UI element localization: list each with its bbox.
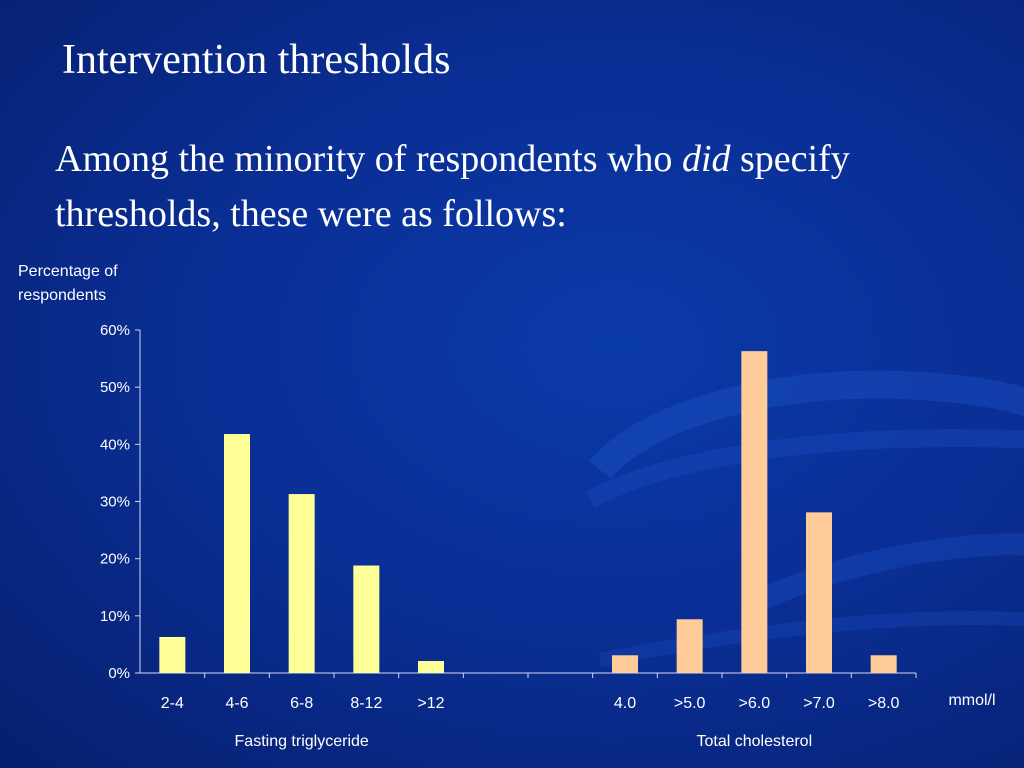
x-tick-label: 2-4 (161, 695, 184, 712)
y-tick-label: 50% (100, 379, 130, 396)
y-tick-label: 40% (100, 436, 130, 453)
bar (418, 660, 444, 673)
group-label: Total cholesterol (697, 733, 813, 750)
bar (353, 565, 380, 673)
x-tick-label: >8.0 (868, 695, 900, 712)
y-tick-label: 0% (108, 665, 130, 682)
x-tick-label: 4-6 (225, 695, 248, 712)
bar (288, 494, 315, 673)
y-tick-label: 30% (100, 494, 130, 511)
slide-subtitle: Among the minority of respondents who di… (55, 132, 995, 242)
bar (676, 619, 703, 673)
y-tick-label: 10% (100, 608, 130, 625)
subtitle-emphasis: did (681, 138, 731, 180)
y-tick-label: 20% (100, 551, 130, 568)
bar (159, 636, 186, 673)
x-unit-label: mmol/l (948, 692, 995, 709)
y-tick-label: 60% (100, 322, 130, 339)
group-label: Fasting triglyceride (235, 733, 369, 750)
x-tick-label: >12 (417, 695, 444, 712)
subtitle-text-before: Among the minority of respondents who (55, 138, 682, 180)
bar (224, 434, 250, 673)
subtitle-text-after: specify thresholds, these were as follow… (55, 138, 850, 235)
bar (612, 655, 638, 673)
x-tick-label: 6-8 (290, 695, 313, 712)
bar (870, 655, 897, 673)
bar (806, 512, 832, 673)
bar (741, 351, 768, 673)
x-tick-label: >7.0 (803, 695, 835, 712)
x-tick-label: >5.0 (674, 695, 706, 712)
x-tick-label: 4.0 (614, 695, 636, 712)
y-axis-label: Percentage of respondents (18, 263, 118, 304)
slide-title: Intervention thresholds (62, 37, 451, 83)
x-tick-label: 8-12 (350, 695, 382, 712)
x-tick-label: >6.0 (739, 695, 771, 712)
